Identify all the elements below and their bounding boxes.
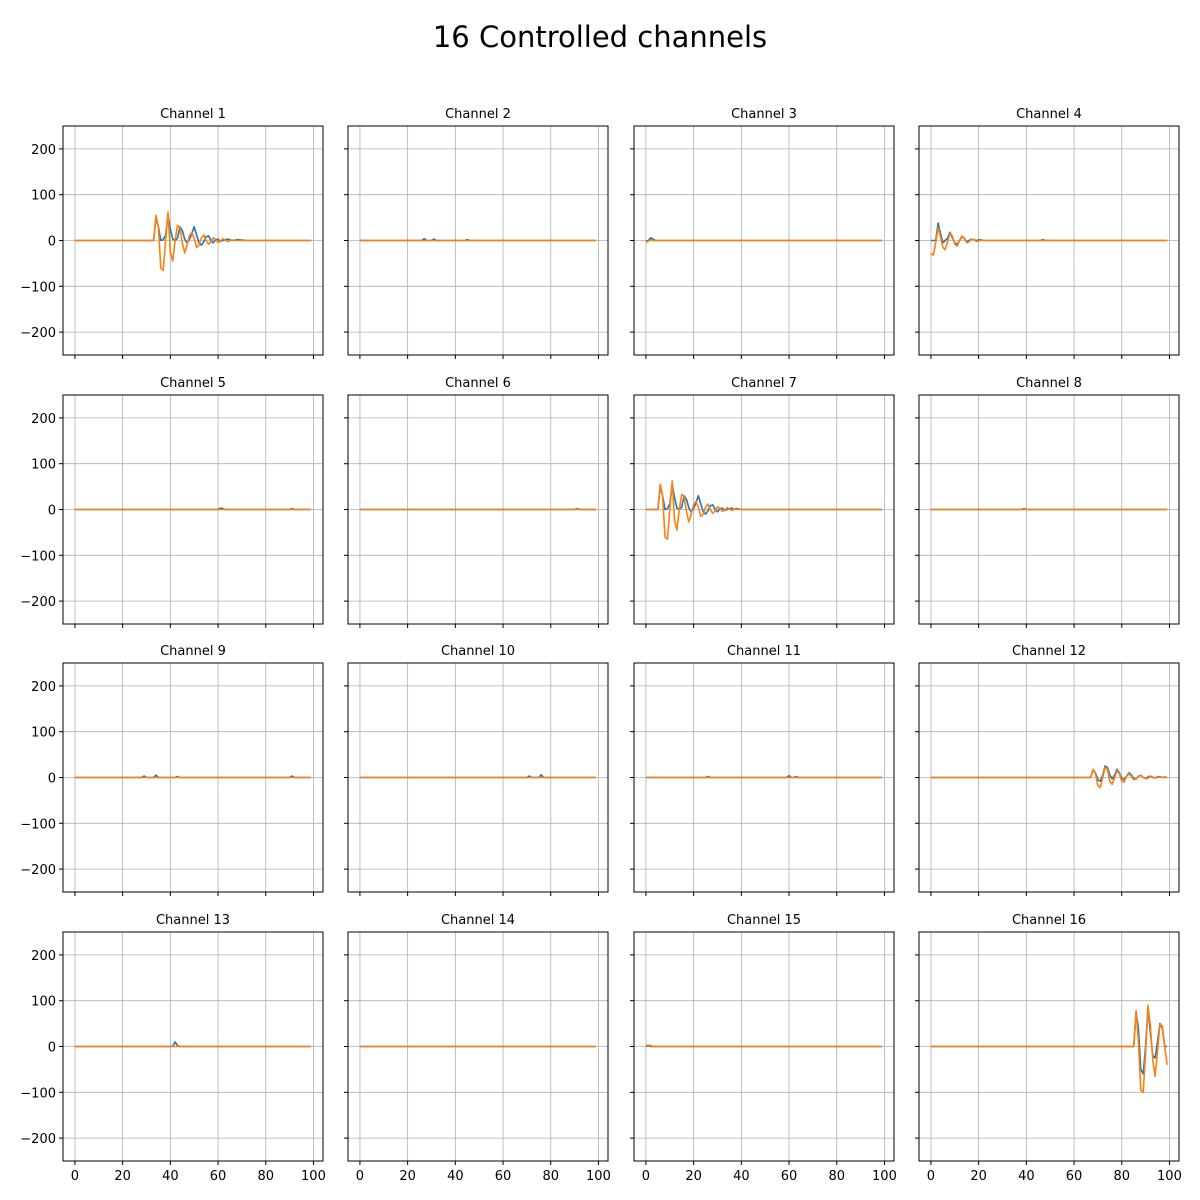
y-tick-label: 0	[48, 235, 56, 250]
y-tick-label: 100	[31, 726, 56, 741]
subplot-title: Channel 14	[441, 913, 515, 928]
x-tick-label: 40	[1018, 1169, 1035, 1184]
y-tick-label: −200	[20, 326, 56, 341]
y-tick-label: −200	[20, 1132, 56, 1147]
y-tick-label: 200	[31, 680, 56, 695]
subplot-title: Channel 3	[731, 107, 797, 122]
x-tick-label: 20	[399, 1169, 416, 1184]
x-tick-label: 20	[970, 1169, 987, 1184]
x-tick-label: 100	[1157, 1169, 1182, 1184]
x-tick-label: 40	[447, 1169, 464, 1184]
subplot-title: Channel 8	[1016, 376, 1082, 391]
subplot-11: Channel 11	[630, 644, 895, 896]
y-tick-label: 0	[48, 1041, 56, 1056]
series-line-2	[645, 238, 883, 244]
x-tick-label: 0	[71, 1169, 79, 1184]
x-tick-label: 60	[781, 1169, 798, 1184]
series-line-1	[930, 765, 1168, 783]
subplot-title: Channel 10	[441, 644, 515, 659]
x-tick-label: 20	[685, 1169, 702, 1184]
subplot-title: Channel 7	[731, 376, 797, 391]
x-tick-label: 60	[495, 1169, 512, 1184]
series-line-2	[74, 211, 312, 272]
subplot-title: Channel 13	[156, 913, 230, 928]
x-tick-label: 0	[356, 1169, 364, 1184]
series-line-1	[930, 1006, 1168, 1075]
x-tick-label: 40	[733, 1169, 750, 1184]
subplot-16: 0 20 40 60 80 100 Channel 16	[915, 913, 1182, 1184]
subplot-title: Channel 6	[445, 376, 511, 391]
series-line-2	[645, 480, 883, 541]
x-tick-label: 80	[257, 1169, 274, 1184]
subplot-title: Channel 12	[1012, 644, 1086, 659]
x-tick-label: 60	[210, 1169, 227, 1184]
subplot-title: Channel 9	[160, 644, 226, 659]
y-tick-label: −100	[20, 280, 56, 295]
series-line-2	[645, 1044, 883, 1048]
y-tick-label: 100	[31, 458, 56, 473]
y-tick-label: −200	[20, 863, 56, 878]
x-tick-label: 80	[828, 1169, 845, 1184]
subplot-title: Channel 1	[160, 107, 226, 122]
y-tick-label: −200	[20, 595, 56, 610]
subplot-2: Channel 2	[344, 107, 609, 359]
y-tick-label: 0	[48, 504, 56, 519]
figure-title: 16 Controlled channels	[433, 20, 767, 54]
x-tick-label: 80	[1113, 1169, 1130, 1184]
x-tick-label: 20	[114, 1169, 131, 1184]
subplot-7: Channel 7	[630, 376, 895, 628]
y-tick-label: 200	[31, 143, 56, 158]
y-tick-label: 200	[31, 412, 56, 427]
y-tick-label: −100	[20, 1086, 56, 1101]
subplot-3: Channel 3	[630, 107, 895, 359]
x-tick-label: 60	[1066, 1169, 1083, 1184]
series-line-2	[930, 1004, 1168, 1094]
series-line-2	[930, 766, 1168, 789]
x-tick-label: 100	[301, 1169, 326, 1184]
y-tick-label: 0	[48, 772, 56, 787]
x-tick-label: 40	[162, 1169, 179, 1184]
subplot-8: Channel 8	[915, 376, 1180, 628]
subplot-10: Channel 10	[344, 644, 609, 896]
x-tick-label: 100	[586, 1169, 611, 1184]
subplot-12: Channel 12	[915, 644, 1180, 896]
x-tick-label: 100	[872, 1169, 897, 1184]
subplot-4: Channel 4	[915, 107, 1180, 359]
subplot-6: Channel 6	[344, 376, 609, 628]
y-tick-label: 100	[31, 189, 56, 204]
subplot-title: Channel 15	[727, 913, 801, 928]
y-tick-label: 100	[31, 995, 56, 1010]
subplot-5: 200 100 0 −100 −200 Channel 5	[20, 376, 324, 628]
subplot-title: Channel 11	[727, 644, 801, 659]
x-tick-label: 80	[542, 1169, 559, 1184]
subplot-title: Channel 4	[1016, 107, 1082, 122]
subplot-15: 0 20 40 60 80 100 Channel 15	[630, 913, 897, 1184]
y-tick-label: 200	[31, 949, 56, 964]
y-tick-label: −100	[20, 549, 56, 564]
subplot-title: Channel 16	[1012, 913, 1086, 928]
subplot-title: Channel 5	[160, 376, 226, 391]
subplot-title: Channel 2	[445, 107, 511, 122]
series-line-2	[930, 226, 1168, 256]
subplot-14: 0 20 40 60 80 100 Channel 14	[344, 913, 611, 1184]
x-tick-label: 0	[642, 1169, 650, 1184]
subplot-1: 200 100 0 −100 −200 Channel 1	[20, 107, 324, 359]
subplot-9: 200 100 0 −100 −200 Channel 9	[20, 644, 324, 896]
subplot-13: 0 20 40 60 80 100 200 100 0 −100 −200 Channel 13	[20, 913, 326, 1184]
x-tick-label: 0	[927, 1169, 935, 1184]
y-tick-label: −100	[20, 817, 56, 832]
